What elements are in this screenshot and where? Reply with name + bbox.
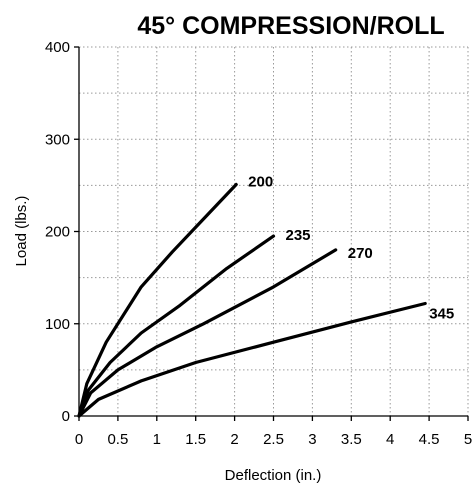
x-tick-label: 0 bbox=[75, 431, 83, 448]
series-label-270: 270 bbox=[348, 245, 373, 262]
series-group: 200 235 270 345 bbox=[77, 173, 454, 418]
grid bbox=[79, 46, 469, 416]
y-tick-label: 400 bbox=[45, 39, 70, 56]
x-tick-label: 4 bbox=[386, 431, 394, 448]
series-line-235 bbox=[77, 234, 276, 418]
y-ticks: 0 100 200 300 400 bbox=[45, 39, 79, 425]
x-tick-label: 1.5 bbox=[185, 431, 206, 448]
series-line-270 bbox=[77, 248, 338, 418]
series-label-200: 200 bbox=[248, 173, 273, 190]
x-tick-label: 5 bbox=[464, 431, 472, 448]
y-tick-label: 0 bbox=[62, 408, 70, 425]
series-line-200 bbox=[77, 182, 238, 418]
x-tick-label: 2.5 bbox=[263, 431, 284, 448]
y-axis-label: Load (lbs.) bbox=[13, 196, 30, 267]
y-tick-label: 200 bbox=[45, 224, 70, 241]
x-tick-label: 3.5 bbox=[341, 431, 362, 448]
x-ticks: 0 0.5 1 1.5 2 2.5 3 3.5 4 4.5 5 bbox=[75, 416, 472, 448]
chart-title: 45° COMPRESSION/ROLL bbox=[137, 12, 444, 40]
x-tick-label: 0.5 bbox=[107, 431, 128, 448]
x-tick-label: 3 bbox=[308, 431, 316, 448]
series-label-345: 345 bbox=[429, 305, 454, 322]
y-tick-label: 300 bbox=[45, 131, 70, 148]
series-label-235: 235 bbox=[286, 227, 311, 244]
x-tick-label: 4.5 bbox=[419, 431, 440, 448]
series-line-345 bbox=[77, 301, 427, 418]
x-tick-label: 1 bbox=[153, 431, 161, 448]
y-tick-label: 100 bbox=[45, 316, 70, 333]
x-tick-label: 2 bbox=[230, 431, 238, 448]
x-axis-label: Deflection (in.) bbox=[225, 467, 322, 484]
